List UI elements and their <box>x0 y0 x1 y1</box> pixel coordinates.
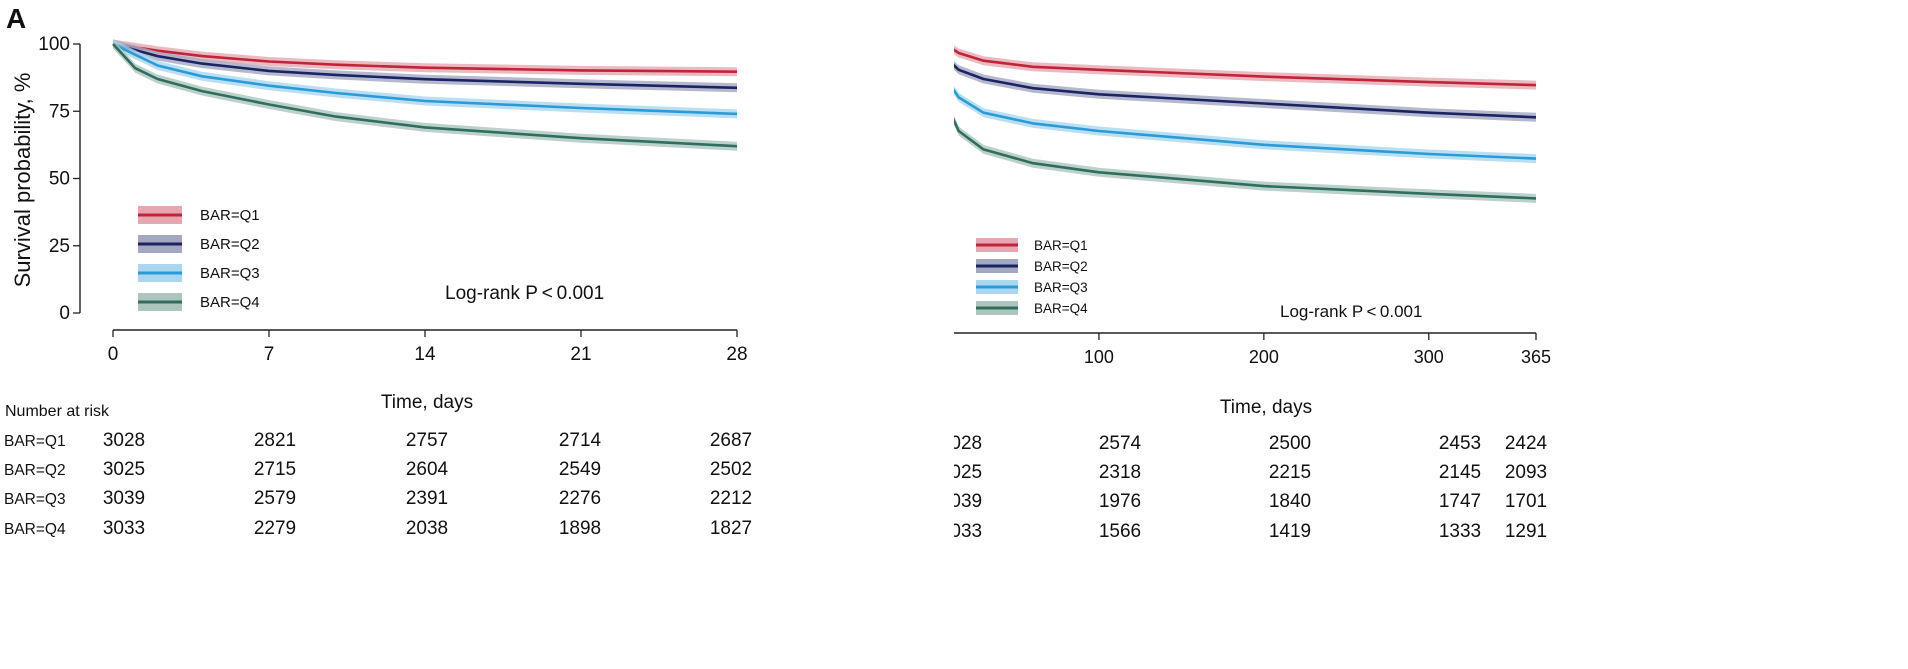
panel-b-risk-cell: 1566 <box>1099 521 1141 542</box>
panel-a-risk-cell: 2714 <box>559 430 602 451</box>
panel-a-risk-cell: 2038 <box>406 518 448 539</box>
panel-a-risk-cell: 2502 <box>710 459 752 480</box>
panel-a-y-tick-label: 100 <box>38 34 70 55</box>
panel-b-x-tick-label: 300 <box>1414 347 1444 367</box>
panel-a-x-tick-label: 0 <box>108 344 119 365</box>
panel-a-risk-row-label: BAR=Q3 <box>4 491 66 508</box>
panel-b-x-axis-title: Time, days <box>1220 397 1312 418</box>
panel-b-risk-cell: 1747 <box>1439 491 1481 512</box>
panel-a-series-q3-line <box>112 42 738 116</box>
panel-a-y-tick-label: 25 <box>49 236 70 257</box>
panel-a-y-axis-title: Survival probability, % <box>10 73 35 288</box>
panel-b-risk-cell: 3025 <box>954 462 982 483</box>
panel-a-x-tick-label: 14 <box>414 344 436 365</box>
panel-a-risk-cell: 2821 <box>254 430 296 451</box>
panel-b-logrank-annotation: Log-rank P < 0.001 <box>1280 302 1422 321</box>
panel-a-series-q4-line <box>112 43 738 148</box>
panel-a-y-tick-label: 0 <box>59 303 70 324</box>
panel-b-legend-label-q3: BAR=Q3 <box>1034 280 1088 295</box>
panel-b-risk-cell: 1701 <box>1505 491 1547 512</box>
panel-b-legend-label-q4: BAR=Q4 <box>1034 301 1088 316</box>
panel-a-series-q1-ci-band <box>113 39 737 77</box>
panel-b-risk-cell: 2093 <box>1505 462 1547 483</box>
panel-b-risk-cell: 2145 <box>1439 462 1481 483</box>
panel-a-canvas: A 0 25 50 75 100 0 7 14 21 28 Survival probability,… <box>4 3 752 539</box>
panel-b-series-q1-ci-band <box>954 45 1536 90</box>
panel-a-risk-cell: 2715 <box>254 459 296 480</box>
panel-b-figure: B02550751000100200300365Survival probabi… <box>954 45 1551 542</box>
panel-a-legend-label-q3: BAR=Q3 <box>200 265 260 282</box>
panel-b-risk-cell: 1333 <box>1439 521 1481 542</box>
panel-a-risk-row-label: BAR=Q2 <box>4 462 66 479</box>
panel-a-figure: A 0 25 50 75 100 0 7 14 21 28 Survival probability,… <box>4 3 752 539</box>
panel-a-risk-table-title: Number at risk <box>5 403 110 420</box>
panel-b-series-q1-line <box>954 48 1537 87</box>
panel-b-risk-cell: 3039 <box>954 491 982 512</box>
panel-b-risk-cell: 3028 <box>954 433 982 454</box>
panel-b-x-tick-label: 365 <box>1521 347 1551 367</box>
panel-a-x-axis-title: Time, days <box>381 392 473 413</box>
panel-b-canvas: B02550751000100200300365Survival probabi… <box>954 45 1551 542</box>
panel-b-series-q4-line <box>954 117 1537 200</box>
panel-a-legend-label-q4: BAR=Q4 <box>200 294 260 311</box>
panel-a-risk-row-label: BAR=Q1 <box>4 433 66 450</box>
panel-a-risk-cell: 2549 <box>559 459 601 480</box>
panel-b-risk-cell: 2215 <box>1269 462 1311 483</box>
panel-a-risk-cell: 2579 <box>254 488 296 509</box>
panel-a-risk-cell: 2687 <box>710 430 752 451</box>
panel-b-x-tick-label: 200 <box>1249 347 1279 367</box>
panel-b-risk-cell: 1419 <box>1269 521 1311 542</box>
panel-a-x-tick-label: 28 <box>726 344 747 365</box>
panel-a-risk-cell: 3039 <box>103 488 145 509</box>
panel-b-legend-label-q1: BAR=Q1 <box>1034 238 1088 253</box>
panel-b-risk-cell: 2424 <box>1505 433 1548 454</box>
panel-b-risk-cell: 1840 <box>1269 491 1311 512</box>
panel-a-y-tick-label: 50 <box>49 169 70 190</box>
panel-a-x-tick-label: 7 <box>264 344 275 365</box>
panel-b-risk-cell: 2500 <box>1269 433 1311 454</box>
panel-b-legend-label-q2: BAR=Q2 <box>1034 259 1088 274</box>
panel-b-x-tick-label: 100 <box>1084 347 1114 367</box>
panel-a-logrank-annotation: Log-rank P < 0.001 <box>445 283 604 304</box>
panel-b-risk-cell: 2574 <box>1099 433 1142 454</box>
panel-b-series-q3-line <box>954 88 1537 160</box>
panel-a-risk-cell: 2757 <box>406 430 448 451</box>
panel-b-risk-cell: 2453 <box>1439 433 1481 454</box>
panel-a-risk-cell: 1827 <box>710 518 752 539</box>
panel-a-label: A <box>6 3 26 34</box>
panel-a-series-q1-line <box>112 42 738 73</box>
panel-a-risk-cell: 2391 <box>406 488 448 509</box>
panel-a-risk-cell: 1898 <box>559 518 601 539</box>
panel-a-y-tick-label: 75 <box>49 101 70 122</box>
panel-a-x-tick-label: 21 <box>570 344 591 365</box>
panel-b-risk-cell: 1976 <box>1099 491 1141 512</box>
panel-a-risk-cell: 2212 <box>710 488 752 509</box>
panel-a-risk-cell: 3025 <box>103 459 145 480</box>
panel-b-series-q2-ci-band <box>954 60 1536 122</box>
panel-b-series-q2-line <box>954 63 1537 119</box>
panel-a-series-q2-line <box>112 42 738 90</box>
panel-a-legend-label-q2: BAR=Q2 <box>200 236 260 253</box>
panel-b-risk-cell: 2318 <box>1099 462 1141 483</box>
panel-b-risk-cell: 1291 <box>1505 521 1547 542</box>
panel-a-risk-cell: 2604 <box>406 459 449 480</box>
panel-a-risk-cell: 3033 <box>103 518 145 539</box>
panel-a-risk-cell: 2276 <box>559 488 601 509</box>
panel-a-risk-cell: 3028 <box>103 430 145 451</box>
panel-b-risk-cell: 3033 <box>954 521 982 542</box>
panel-a-risk-row-label: BAR=Q4 <box>4 521 66 538</box>
panel-a-risk-cell: 2279 <box>254 518 296 539</box>
panel-a-legend-label-q1: BAR=Q1 <box>200 207 260 224</box>
